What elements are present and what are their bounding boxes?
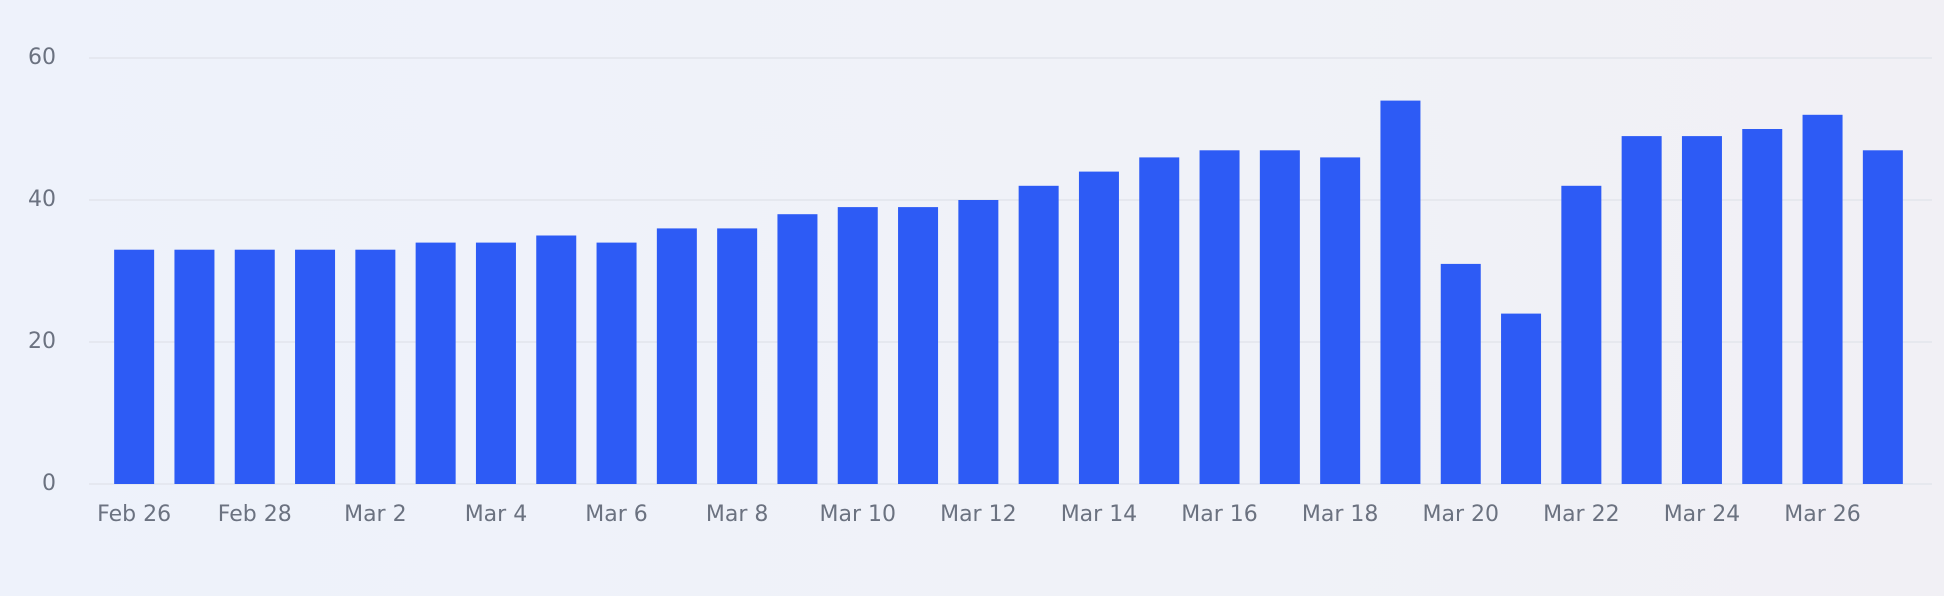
bar <box>898 207 939 484</box>
bar <box>1139 157 1180 484</box>
x-tick-label: Feb 28 <box>218 502 292 527</box>
bar <box>1621 136 1662 484</box>
x-tick-label: Mar 10 <box>820 502 897 527</box>
bar <box>1681 136 1722 484</box>
x-tick-label: Mar 24 <box>1664 502 1741 527</box>
bar <box>1320 157 1361 484</box>
x-tick-label: Mar 22 <box>1543 502 1620 527</box>
bar <box>1018 185 1059 485</box>
bar <box>174 249 215 484</box>
bar <box>1561 185 1602 485</box>
x-tick-label: Mar 4 <box>465 502 528 527</box>
bar <box>1078 171 1119 484</box>
x-tick-label: Mar 14 <box>1061 502 1138 527</box>
x-tick-label: Feb 26 <box>97 502 171 527</box>
bar <box>656 228 697 484</box>
bar <box>777 214 818 484</box>
bar <box>1199 150 1240 485</box>
x-tick-label: Mar 18 <box>1302 502 1379 527</box>
x-tick-label: Mar 6 <box>585 502 648 527</box>
x-tick-label: Mar 2 <box>344 502 407 527</box>
x-tick-label: Mar 16 <box>1181 502 1258 527</box>
x-tick-label: Mar 12 <box>940 502 1017 527</box>
bar <box>958 200 999 484</box>
bar <box>536 235 577 484</box>
bar <box>295 249 336 484</box>
bar <box>1862 150 1903 485</box>
bar <box>596 242 637 484</box>
x-tick-label: Mar 20 <box>1423 502 1500 527</box>
bar <box>1802 114 1843 485</box>
bar <box>1501 313 1542 484</box>
bar <box>114 249 155 484</box>
x-tick-label: Mar 26 <box>1784 502 1861 527</box>
bar <box>475 242 516 484</box>
x-tick-label: Mar 8 <box>706 502 769 527</box>
bar <box>415 242 456 484</box>
bar <box>1742 129 1783 484</box>
bar <box>1380 100 1421 484</box>
bar <box>234 249 275 484</box>
y-tick-label: 20 <box>28 329 56 354</box>
y-tick-label: 60 <box>28 45 56 70</box>
y-tick-label: 40 <box>28 187 56 212</box>
bar <box>1440 263 1481 484</box>
bar <box>355 249 396 484</box>
bar <box>837 207 878 484</box>
bar <box>717 228 758 484</box>
y-tick-label: 0 <box>42 471 56 496</box>
bar <box>1259 150 1300 485</box>
